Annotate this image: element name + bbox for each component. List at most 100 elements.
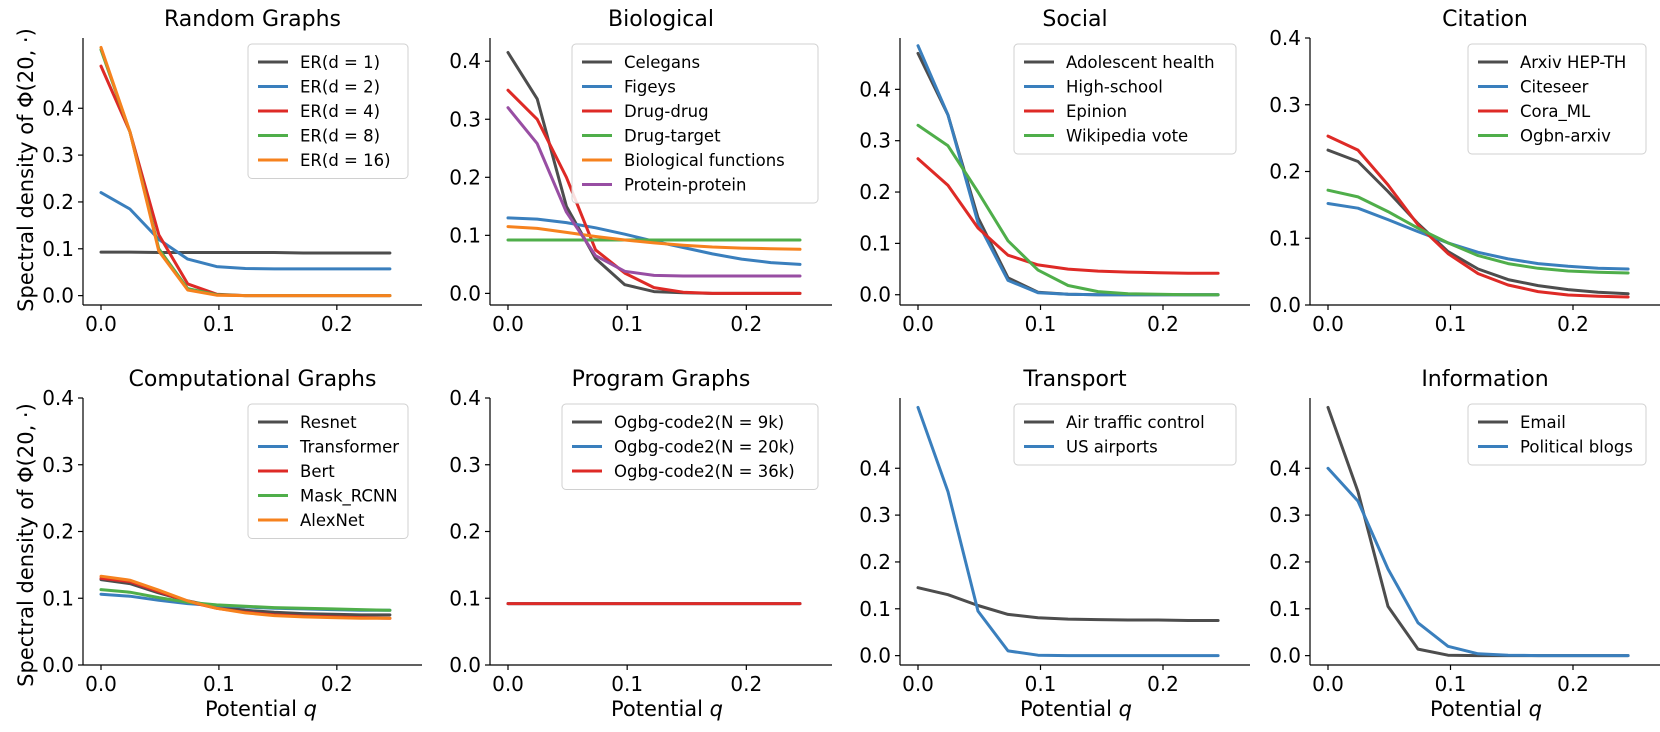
x-tick-label: 0.1 bbox=[1025, 312, 1057, 336]
panel-title: Program Graphs bbox=[572, 367, 751, 392]
y-tick-label: 0.2 bbox=[42, 520, 74, 544]
y-tick-label: 0.2 bbox=[1269, 160, 1301, 184]
legend-label: Biological functions bbox=[624, 151, 785, 170]
x-tick-label: 0.1 bbox=[611, 672, 643, 696]
y-tick-label: 0.1 bbox=[1269, 226, 1301, 250]
y-tick-label: 0.0 bbox=[42, 284, 74, 308]
legend-box bbox=[1467, 403, 1647, 466]
series-line-protein-protein bbox=[506, 106, 802, 278]
x-tick-label: 0.0 bbox=[902, 672, 934, 696]
legend-label: Bert bbox=[300, 462, 335, 481]
series-line-us-airports bbox=[916, 405, 1220, 658]
x-tick-label: 0.0 bbox=[85, 672, 117, 696]
series-line-political-blogs bbox=[1326, 466, 1630, 658]
legend-label: Air traffic control bbox=[1066, 413, 1205, 432]
x-tick-label: 0.2 bbox=[321, 312, 353, 336]
legend-label: Ogbn-arxiv bbox=[1520, 127, 1611, 146]
legend-label: ER(d = 4) bbox=[300, 102, 380, 121]
y-tick-label: 0.3 bbox=[1269, 503, 1301, 527]
y-tick-label: 0.3 bbox=[42, 143, 74, 167]
legend-box bbox=[1013, 403, 1237, 466]
y-tick-label: 0.3 bbox=[859, 503, 891, 527]
x-tick-label: 0.2 bbox=[1147, 672, 1179, 696]
legend: Arxiv HEP-TH Citeseer Cora_ML Ogbn-arxiv bbox=[1467, 43, 1647, 155]
panel-title: Biological bbox=[608, 7, 714, 32]
y-tick-label: 0.3 bbox=[449, 107, 481, 131]
legend-label: Citeseer bbox=[1520, 78, 1589, 97]
x-tick-label: 0.1 bbox=[611, 312, 643, 336]
series-line-epinion bbox=[916, 157, 1220, 275]
legend: Air traffic control US airports bbox=[1013, 403, 1237, 466]
legend-label: ER(d = 16) bbox=[300, 151, 391, 170]
series-line-citeseer bbox=[1326, 202, 1630, 271]
legend-label: Figeys bbox=[624, 78, 676, 97]
x-tick-label: 0.2 bbox=[321, 672, 353, 696]
x-tick-label: 0.0 bbox=[1312, 312, 1344, 336]
series-line-er-d-16 bbox=[99, 45, 392, 298]
legend-box bbox=[1013, 43, 1237, 155]
panel-transport: Transport 0.0 0.1 0.2 0.3 0.4 0.0 0.1 0.2 Air tra… bbox=[859, 367, 1250, 696]
x-tick-label: 0.1 bbox=[1435, 312, 1467, 336]
y-tick-label: 0.3 bbox=[42, 453, 74, 477]
legend-label: Arxiv HEP-TH bbox=[1520, 53, 1626, 72]
legend-label: Ogbg-code2(N = 9k) bbox=[614, 413, 784, 432]
y-tick-label: 0.1 bbox=[859, 597, 891, 621]
legend-label: Ogbg-code2(N = 36k) bbox=[614, 462, 795, 481]
y-tick-label: 0.2 bbox=[859, 550, 891, 574]
y-tick-label: 0.4 bbox=[42, 386, 74, 410]
series-line-drug-drug bbox=[506, 88, 802, 295]
series-line-er-d-1 bbox=[99, 250, 392, 255]
legend-label: US airports bbox=[1066, 438, 1158, 457]
legend-label: Protein-protein bbox=[624, 176, 746, 195]
legend: Resnet Transformer Bert Mask_RCNN AlexNet bbox=[247, 403, 409, 539]
x-tick-label: 0.1 bbox=[203, 312, 235, 336]
series-line-wikipedia-vote bbox=[916, 123, 1220, 297]
y-tick-label: 0.2 bbox=[42, 190, 74, 214]
x-tick-label: 0.0 bbox=[492, 312, 524, 336]
legend-label: Celegans bbox=[624, 53, 700, 72]
series-line-mask-rcnn bbox=[99, 588, 392, 612]
legend: Celegans Figeys Drug-drug Drug-target Biolog… bbox=[571, 43, 819, 204]
legend-box bbox=[571, 43, 819, 204]
panel-random-graphs: Random Graphs 0.0 0.1 0.2 0.3 0.4 0.0 0.1 0.2 ER(… bbox=[42, 7, 422, 336]
y-tick-label: 0.1 bbox=[42, 237, 74, 261]
legend: Email Political blogs bbox=[1467, 403, 1647, 466]
legend-label: Wikipedia vote bbox=[1066, 127, 1188, 146]
legend-box bbox=[561, 403, 819, 490]
y-tick-label: 0.4 bbox=[859, 456, 891, 480]
xlabel-1: Potential q bbox=[205, 697, 317, 721]
legend-box bbox=[247, 403, 409, 539]
panel-information: Information 0.0 0.1 0.2 0.3 0.4 0.0 0.1 0.2 Email… bbox=[1269, 367, 1660, 696]
panel-computational-graphs: Computational Graphs 0.0 0.1 0.2 0.3 0.4 0.0 0.… bbox=[42, 367, 422, 696]
y-tick-label: 0.0 bbox=[42, 653, 74, 677]
y-tick-label: 0.3 bbox=[859, 129, 891, 153]
series-line-er-d-2 bbox=[99, 191, 392, 271]
xlabel-3: Potential q bbox=[1020, 697, 1132, 721]
series-line-alexnet bbox=[99, 574, 392, 620]
x-tick-label: 0.2 bbox=[730, 312, 762, 336]
legend-box bbox=[247, 43, 409, 179]
ylabel-bottom: Spectral density of Φ(20, ·) bbox=[14, 403, 38, 687]
legend-label: Drug-drug bbox=[624, 102, 709, 121]
legend-label: AlexNet bbox=[300, 511, 365, 530]
panel-title: Social bbox=[1042, 7, 1107, 32]
y-tick-label: 0.4 bbox=[1269, 26, 1301, 50]
legend-label: Resnet bbox=[300, 413, 357, 432]
y-tick-label: 0.2 bbox=[859, 180, 891, 204]
legend-label: Adolescent health bbox=[1066, 53, 1215, 72]
legend-label: Epinion bbox=[1066, 102, 1127, 121]
y-tick-label: 0.0 bbox=[449, 281, 481, 305]
panel-program-graphs: Program Graphs 0.0 0.1 0.2 0.3 0.4 0.0 0.1 0.2 Og… bbox=[449, 367, 832, 696]
legend-label: ER(d = 8) bbox=[300, 127, 380, 146]
y-tick-label: 0.3 bbox=[449, 453, 481, 477]
legend-label: Cora_ML bbox=[1520, 102, 1591, 122]
series-line-arxiv-hep-th bbox=[1326, 148, 1630, 296]
y-tick-label: 0.1 bbox=[449, 586, 481, 610]
legend: ER(d = 1) ER(d = 2) ER(d = 4) ER(d = 8) ER(d… bbox=[247, 43, 409, 179]
legend-label: Ogbg-code2(N = 20k) bbox=[614, 438, 795, 457]
series-line-ogbn-arxiv bbox=[1326, 188, 1630, 275]
y-tick-label: 0.2 bbox=[449, 520, 481, 544]
y-tick-label: 0.0 bbox=[449, 653, 481, 677]
x-tick-label: 0.0 bbox=[902, 312, 934, 336]
